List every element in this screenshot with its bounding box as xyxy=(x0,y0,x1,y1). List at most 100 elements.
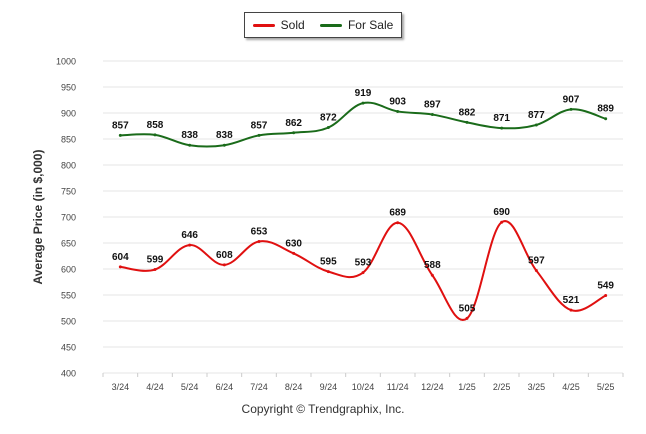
data-label-sold: 593 xyxy=(355,258,372,269)
data-point-sold xyxy=(500,220,504,224)
x-tick-label: 4/25 xyxy=(562,382,580,392)
y-tick-label: 450 xyxy=(61,343,76,353)
data-point-sold xyxy=(222,263,226,267)
data-point-for-sale xyxy=(396,109,400,113)
x-tick-label: 3/25 xyxy=(528,382,546,392)
data-label-for-sale: 857 xyxy=(112,120,129,131)
x-tick-label: 12/24 xyxy=(421,382,444,392)
y-tick-label: 850 xyxy=(61,135,76,145)
y-axis-title: Average Price (in $,000) xyxy=(31,149,45,285)
data-point-sold xyxy=(153,268,157,272)
legend-swatch-sold xyxy=(252,23,275,27)
data-label-for-sale: 858 xyxy=(147,120,164,131)
series-line-sold xyxy=(120,220,607,322)
data-label-for-sale: 838 xyxy=(181,130,198,141)
copyright-text: Copyright © Trendgraphix, Inc. xyxy=(241,402,405,416)
data-label-for-sale: 872 xyxy=(320,113,337,124)
x-tick-label: 9/24 xyxy=(320,382,338,392)
x-tick-label: 1/25 xyxy=(458,382,476,392)
data-point-for-sale xyxy=(430,113,434,117)
data-label-for-sale: 919 xyxy=(355,88,372,99)
data-point-for-sale xyxy=(222,143,226,147)
y-tick-label: 400 xyxy=(61,369,76,379)
data-label-sold: 595 xyxy=(320,257,337,268)
data-label-for-sale: 889 xyxy=(597,104,614,115)
data-point-sold xyxy=(292,251,296,255)
data-point-sold xyxy=(326,270,330,274)
data-point-for-sale xyxy=(326,126,330,130)
data-point-for-sale xyxy=(118,133,122,137)
y-tick-label: 950 xyxy=(61,83,76,93)
data-label-for-sale: 871 xyxy=(493,113,510,124)
y-tick-label: 550 xyxy=(61,291,76,301)
x-tick-label: 10/24 xyxy=(352,382,375,392)
data-point-for-sale xyxy=(465,120,469,124)
x-tick-label: 4/24 xyxy=(146,382,164,392)
data-point-sold xyxy=(430,273,434,277)
x-tick-label: 7/24 xyxy=(250,382,268,392)
y-tick-label: 600 xyxy=(61,265,76,275)
data-point-for-sale xyxy=(569,107,573,111)
data-point-for-sale xyxy=(153,133,157,137)
data-label-sold: 630 xyxy=(285,238,302,249)
y-tick-label: 900 xyxy=(61,109,76,119)
legend-label-sold: Sold xyxy=(280,18,305,32)
data-point-for-sale xyxy=(604,117,608,121)
data-point-sold xyxy=(465,316,469,320)
data-label-sold: 599 xyxy=(147,255,164,266)
data-point-for-sale xyxy=(292,131,296,135)
legend-label-for-sale: For Sale xyxy=(347,18,394,32)
data-point-sold xyxy=(188,243,192,247)
data-label-sold: 646 xyxy=(181,230,198,241)
legend-item-sold[interactable]: Sold xyxy=(252,18,305,32)
data-label-sold: 549 xyxy=(597,281,614,292)
legend-swatch-for-sale xyxy=(319,23,342,27)
legend: Sold For Sale xyxy=(244,12,402,38)
x-tick-label: 6/24 xyxy=(216,382,234,392)
data-point-for-sale xyxy=(534,123,538,127)
y-tick-label: 750 xyxy=(61,187,76,197)
y-tick-label: 700 xyxy=(61,213,76,223)
x-tick-label: 5/24 xyxy=(181,382,199,392)
data-label-sold: 521 xyxy=(563,295,580,306)
y-tick-label: 650 xyxy=(61,239,76,249)
y-tick-label: 1000 xyxy=(56,57,76,67)
data-label-sold: 608 xyxy=(216,250,233,261)
data-label-for-sale: 877 xyxy=(528,110,545,121)
legend-item-for-sale[interactable]: For Sale xyxy=(319,18,394,32)
data-label-sold: 690 xyxy=(493,207,510,218)
data-point-sold xyxy=(118,265,122,269)
data-label-for-sale: 907 xyxy=(563,94,580,105)
data-point-sold xyxy=(604,294,608,298)
data-label-for-sale: 903 xyxy=(389,96,406,107)
data-point-sold xyxy=(257,239,261,243)
data-label-sold: 505 xyxy=(459,303,476,314)
y-tick-label: 800 xyxy=(61,161,76,171)
data-label-sold: 588 xyxy=(424,260,441,271)
data-point-for-sale xyxy=(500,126,504,130)
x-tick-label: 3/24 xyxy=(112,382,130,392)
data-label-sold: 689 xyxy=(389,208,406,219)
data-label-sold: 604 xyxy=(112,252,129,263)
data-label-for-sale: 862 xyxy=(285,118,302,129)
data-point-sold xyxy=(534,269,538,273)
x-tick-label: 2/25 xyxy=(493,382,511,392)
data-point-for-sale xyxy=(188,143,192,147)
x-tick-label: 8/24 xyxy=(285,382,303,392)
data-label-for-sale: 897 xyxy=(424,100,441,111)
data-point-for-sale xyxy=(361,101,365,105)
data-label-sold: 597 xyxy=(528,256,545,267)
data-point-sold xyxy=(569,308,573,312)
data-label-sold: 653 xyxy=(251,226,268,237)
data-label-for-sale: 882 xyxy=(459,107,476,118)
y-tick-label: 500 xyxy=(61,317,76,327)
data-point-sold xyxy=(396,221,400,225)
data-point-sold xyxy=(361,271,365,275)
data-point-for-sale xyxy=(257,133,261,137)
x-tick-label: 5/25 xyxy=(597,382,615,392)
data-label-for-sale: 838 xyxy=(216,130,233,141)
data-label-for-sale: 857 xyxy=(251,120,268,131)
x-tick-label: 11/24 xyxy=(387,382,409,392)
